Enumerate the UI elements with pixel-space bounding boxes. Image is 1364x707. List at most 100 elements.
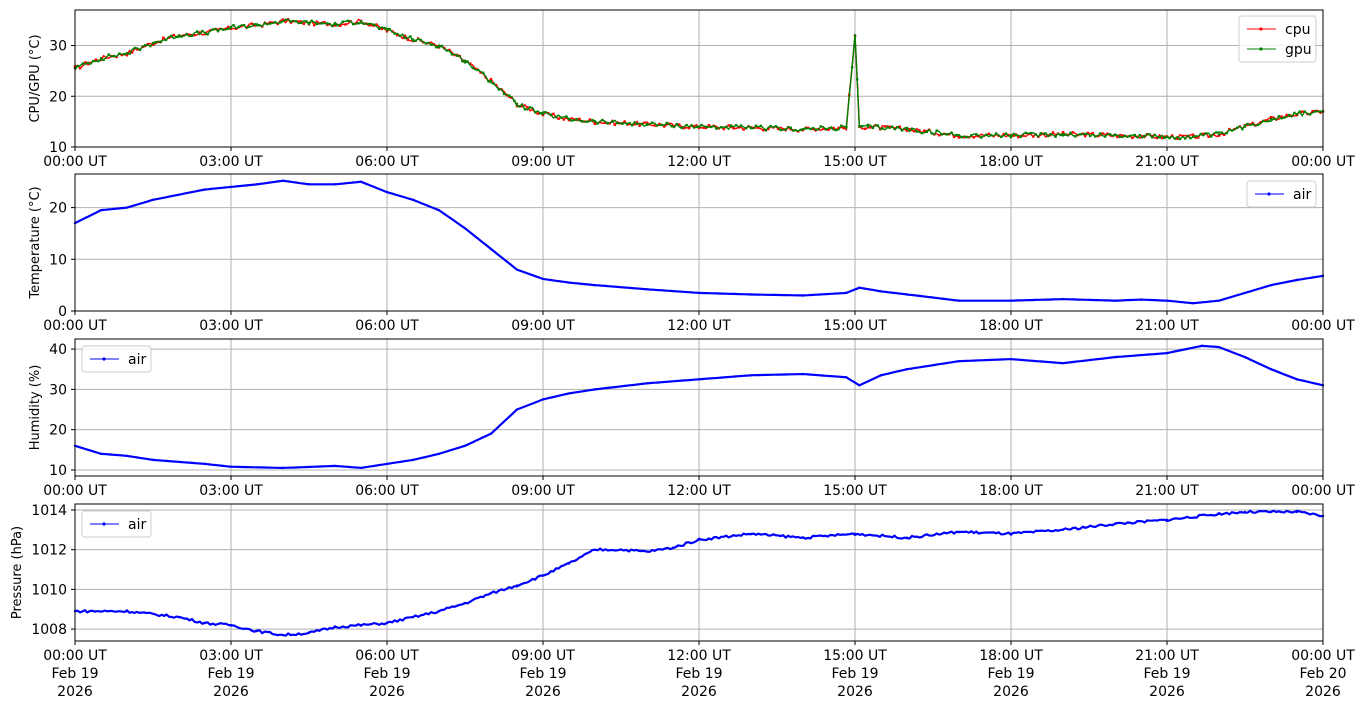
data-point: [822, 127, 825, 131]
data-point: [1002, 133, 1005, 136]
x-tick-label: 06:00 UT: [355, 483, 419, 499]
data-point: [125, 51, 129, 55]
data-point: [794, 129, 797, 132]
data-point: [697, 291, 701, 295]
data-point: [692, 125, 696, 128]
data-point: [1086, 131, 1089, 135]
data-point: [923, 129, 926, 132]
x-tick-date: Feb 19: [207, 666, 254, 682]
data-point: [871, 126, 875, 130]
data-point: [1074, 135, 1077, 138]
x-tick-label: 21:00 UT: [1135, 648, 1199, 664]
data-point: [845, 126, 848, 129]
data-point: [1103, 135, 1107, 138]
y-tick-label: 1010: [31, 582, 67, 598]
data-point: [725, 125, 728, 129]
data-point: [680, 126, 683, 130]
x-tick-label: 18:00 UT: [979, 483, 1043, 499]
data-point: [742, 128, 745, 131]
data-point: [297, 20, 300, 23]
data-point: [1091, 131, 1094, 135]
data-point: [1012, 134, 1015, 137]
data-point: [515, 268, 519, 271]
data-point: [281, 466, 285, 470]
data-point: [729, 124, 733, 127]
data-point: [962, 135, 966, 139]
data-point: [170, 34, 173, 38]
series-air: [73, 344, 1325, 470]
data-point: [1272, 117, 1275, 121]
x-tick-date: Feb 19: [987, 666, 1034, 682]
data-point: [552, 112, 555, 116]
data-point: [177, 193, 181, 196]
data-point: [502, 92, 506, 96]
x-tick-label: 09:00 UT: [511, 154, 575, 170]
data-point: [685, 123, 688, 127]
data-point: [915, 130, 919, 133]
y-tick-label: 1008: [31, 622, 67, 638]
data-point: [565, 115, 568, 118]
data-point: [616, 121, 619, 125]
data-point: [227, 27, 230, 30]
data-point: [801, 128, 805, 131]
legend-marker: [1259, 27, 1263, 31]
data-point: [333, 24, 337, 27]
data-point: [453, 53, 456, 57]
data-point: [1189, 136, 1192, 140]
data-point: [1009, 135, 1013, 139]
data-point: [819, 125, 823, 128]
data-point: [1163, 136, 1166, 140]
data-point: [1243, 355, 1247, 359]
legend-label-air: air: [128, 352, 146, 368]
data-point: [842, 126, 845, 130]
data-point: [829, 126, 833, 129]
data-point: [567, 562, 571, 565]
data-point: [1108, 133, 1112, 136]
data-point: [92, 59, 95, 63]
data-point: [372, 23, 376, 26]
data-point: [385, 29, 389, 32]
data-point: [307, 21, 311, 24]
data-point: [957, 136, 961, 139]
data-point: [99, 452, 103, 456]
x-tick-label: 21:00 UT: [1135, 318, 1199, 334]
data-point: [722, 127, 725, 131]
data-point: [893, 127, 897, 130]
data-point: [515, 102, 519, 106]
data-point: [965, 135, 968, 139]
data-point: [492, 82, 495, 85]
data-point: [799, 128, 802, 132]
data-point: [957, 299, 961, 302]
data-point: [151, 458, 155, 462]
data-point: [1199, 132, 1202, 136]
data-point: [1282, 116, 1286, 119]
data-point: [1295, 278, 1299, 282]
data-point: [1184, 137, 1187, 140]
data-point: [188, 33, 191, 37]
y-tick-label: 1014: [31, 503, 67, 519]
data-point: [411, 38, 415, 41]
data-point: [185, 32, 188, 36]
data-point: [1217, 345, 1221, 349]
data-point: [601, 118, 604, 122]
data-point: [814, 128, 817, 131]
x-tick-year: 2026: [681, 684, 717, 700]
data-point: [497, 88, 500, 91]
data-point: [866, 123, 870, 127]
data-point: [284, 18, 287, 21]
data-point: [1143, 134, 1146, 138]
data-point: [154, 41, 157, 44]
data-point: [177, 460, 181, 464]
data-point: [623, 120, 626, 123]
data-point: [1295, 378, 1299, 381]
data-point: [1150, 134, 1154, 138]
data-point: [385, 190, 389, 194]
data-point: [411, 615, 415, 619]
data-point: [1139, 298, 1143, 301]
data-point: [1217, 134, 1221, 137]
data-point: [1280, 115, 1283, 118]
data-point: [523, 107, 526, 111]
data-point: [513, 99, 516, 103]
data-point: [940, 133, 943, 136]
x-tick-label: 00:00 UT: [43, 154, 107, 170]
